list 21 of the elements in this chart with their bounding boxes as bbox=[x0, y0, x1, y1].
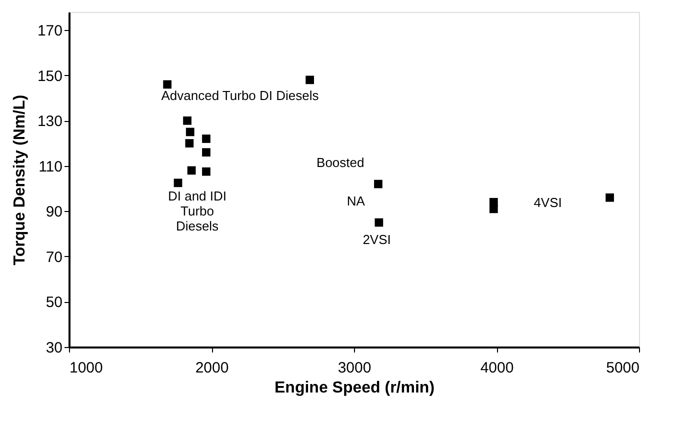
x-tick-label: 3000 bbox=[338, 360, 372, 376]
y-tick-label: 170 bbox=[37, 22, 62, 40]
y-axis-title: Torque Density (Nm/L) bbox=[11, 94, 28, 266]
annotation: DI and IDI Turbo Diesels bbox=[168, 188, 227, 234]
annotation: 4VSI bbox=[534, 194, 562, 210]
x-tick-label: 4000 bbox=[480, 360, 514, 376]
y-tick-label: 130 bbox=[37, 113, 62, 130]
y-tick-label: 90 bbox=[46, 204, 62, 221]
annotation: Boosted bbox=[316, 155, 364, 170]
annotation: Advanced Turbo DI Diesels bbox=[161, 88, 320, 103]
y-tick-label: 30 bbox=[46, 340, 62, 356]
y-tick-label: 50 bbox=[46, 294, 62, 312]
x-tick-label: 5000 bbox=[606, 360, 640, 376]
x-axis-title: Engine Speed (r/min) bbox=[274, 380, 435, 396]
y-tick-label: 110 bbox=[38, 158, 62, 176]
annotation: NA bbox=[346, 194, 366, 209]
y-tick-label: 70 bbox=[46, 248, 62, 266]
annotation: 2VSI bbox=[362, 232, 391, 247]
y-tick-label: 150 bbox=[37, 68, 62, 85]
x-tick-label: 1000 bbox=[70, 360, 103, 376]
x-tick-label: 2000 bbox=[195, 360, 229, 376]
